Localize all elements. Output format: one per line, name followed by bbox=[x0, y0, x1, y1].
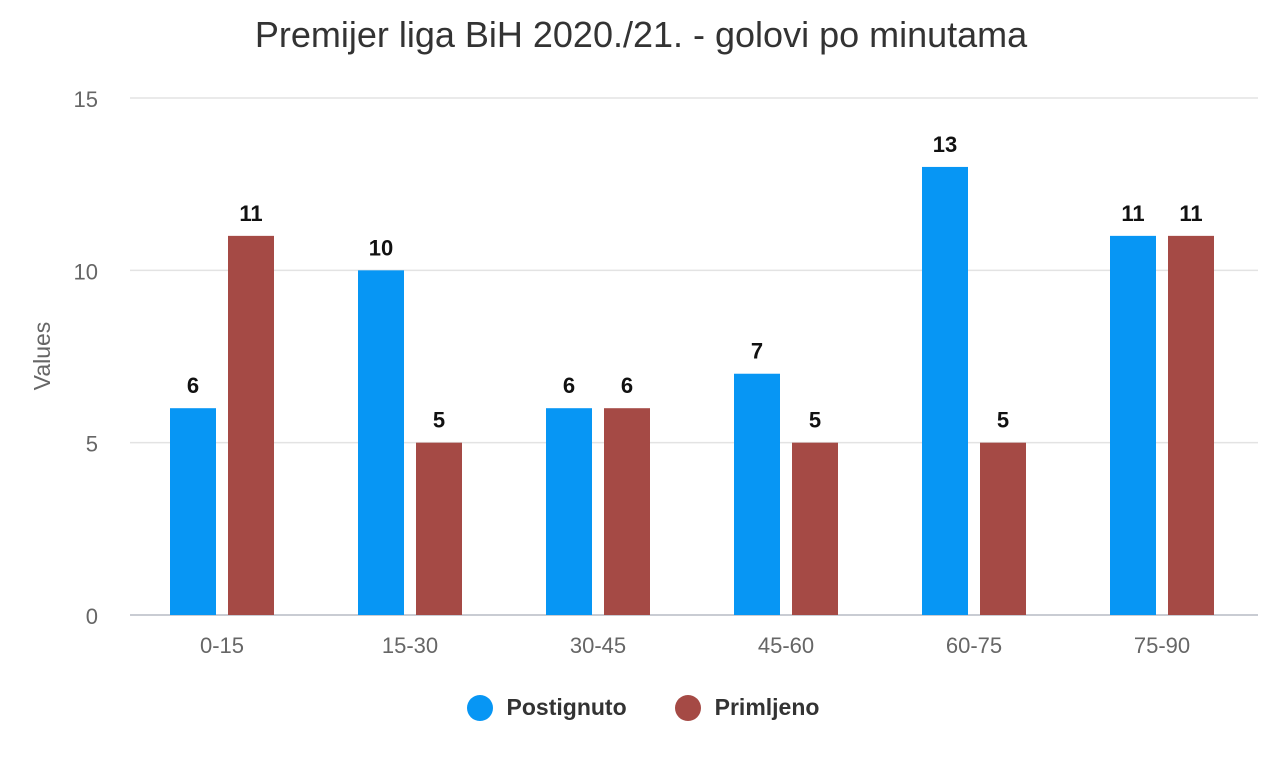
bar bbox=[980, 442, 1026, 615]
legend-item-postignuto[interactable]: Postignuto bbox=[466, 694, 627, 721]
y-axis-label: Values bbox=[29, 322, 55, 391]
legend-label-postignuto: Postignuto bbox=[506, 694, 627, 720]
x-tick-label: 30-45 bbox=[570, 633, 626, 658]
data-label: 5 bbox=[433, 408, 445, 433]
data-label: 5 bbox=[997, 408, 1009, 433]
bar bbox=[922, 166, 968, 615]
x-tick-label: 60-75 bbox=[946, 633, 1002, 658]
x-tick-label: 75-90 bbox=[1134, 633, 1190, 658]
data-label: 11 bbox=[1179, 201, 1202, 226]
y-tick-label: 0 bbox=[86, 604, 98, 629]
legend-swatch-primljeno bbox=[674, 694, 701, 721]
bar bbox=[416, 442, 462, 615]
x-tick-label: 45-60 bbox=[758, 633, 814, 658]
bar bbox=[358, 270, 404, 615]
bar bbox=[604, 408, 650, 615]
data-label: 11 bbox=[239, 201, 262, 226]
bar bbox=[170, 408, 216, 615]
data-label: 5 bbox=[809, 408, 821, 433]
y-tick-label: 15 bbox=[74, 87, 98, 112]
y-tick-label: 5 bbox=[86, 432, 98, 457]
legend: Postignuto Primljeno bbox=[0, 694, 1280, 721]
legend-swatch-postignuto bbox=[466, 694, 493, 721]
y-tick-label: 10 bbox=[74, 259, 98, 284]
data-label: 6 bbox=[621, 373, 633, 398]
bar bbox=[734, 373, 780, 615]
data-label: 11 bbox=[1121, 201, 1144, 226]
bar bbox=[1110, 235, 1156, 615]
bar bbox=[546, 408, 592, 615]
data-label: 6 bbox=[187, 373, 199, 398]
legend-label-primljeno: Primljeno bbox=[714, 694, 820, 720]
data-label: 10 bbox=[369, 235, 393, 260]
legend-item-primljeno[interactable]: Primljeno bbox=[674, 694, 820, 721]
bar bbox=[792, 442, 838, 615]
data-label: 6 bbox=[563, 373, 575, 398]
x-tick-label: 15-30 bbox=[382, 633, 438, 658]
chart-title: Premijer liga BiH 2020./21. - golovi po … bbox=[254, 14, 1028, 55]
x-tick-label: 0-15 bbox=[200, 633, 244, 658]
data-label: 13 bbox=[933, 132, 957, 157]
bar bbox=[228, 235, 274, 615]
data-label: 7 bbox=[751, 339, 763, 364]
bar bbox=[1168, 235, 1214, 615]
